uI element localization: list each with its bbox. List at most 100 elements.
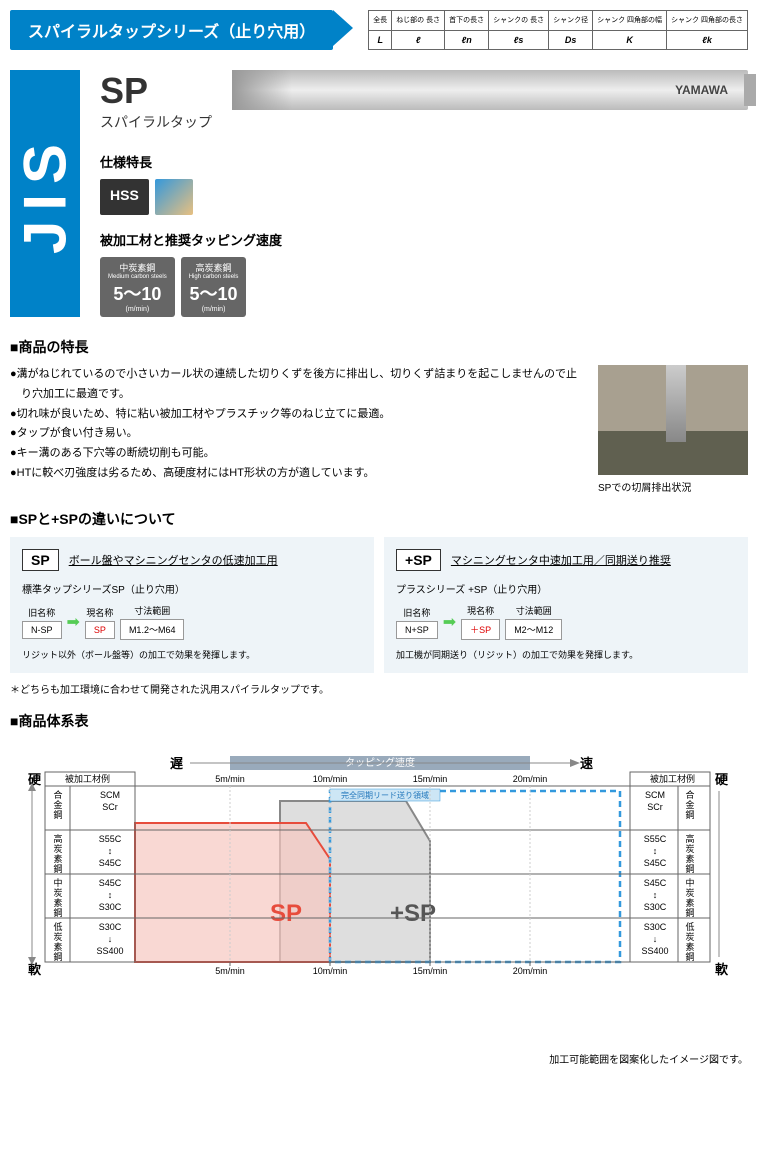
svg-text:炭: 炭 (53, 888, 62, 898)
svg-text:15m/min: 15m/min (413, 774, 448, 784)
spec-col-header: ねじ部の 長さ (392, 11, 445, 31)
arrow-icon: ➡ (443, 612, 456, 632)
svg-text:S30C: S30C (644, 922, 667, 932)
svg-text:炭: 炭 (53, 932, 62, 942)
svg-text:SCr: SCr (647, 802, 663, 812)
compare-box: SP マシニングセンタ中速加工用／同期送り推奨 プラスシリーズ +SP（止り穴用… (384, 537, 748, 673)
svg-text:炭: 炭 (685, 888, 694, 898)
svg-text:SS400: SS400 (641, 946, 668, 956)
svg-text:S45C: S45C (644, 878, 667, 888)
svg-text:素: 素 (685, 941, 694, 952)
speed-row: 中炭素鋼Medium carbon steels5～10(m/min)高炭素鋼H… (100, 257, 748, 317)
spec-col-header: 全長 (369, 11, 392, 31)
speed-heading: 被加工材と推奨タッピング速度 (100, 230, 748, 249)
svg-text:S30C: S30C (99, 922, 122, 932)
spec-col-symbol: ℓn (445, 30, 489, 50)
svg-text:S45C: S45C (644, 858, 667, 868)
spec-heading: 仕様特長 (100, 152, 748, 171)
spec-col-header: シャンクの 長さ (489, 11, 549, 31)
svg-text:合: 合 (685, 789, 694, 800)
svg-text:素: 素 (53, 941, 62, 952)
compare-title: ■SPと+SPの違いについて (10, 509, 748, 529)
spec-col-symbol: ℓs (489, 30, 549, 50)
svg-text:遅: 遅 (170, 756, 183, 771)
svg-text:高: 高 (53, 833, 62, 844)
chart-footnote: 加工可能範囲を図案化したイメージ図です。 (10, 1051, 748, 1066)
hss-badge: HSS (100, 179, 149, 215)
badge-row: HSS (100, 179, 748, 215)
system-chart: タッピング速度遅速硬軟硬軟完全同期リード送り領域SP+SP被加工材例被加工材例合… (10, 741, 748, 1041)
svg-text:SCr: SCr (102, 802, 118, 812)
svg-text:鋼: 鋼 (685, 951, 694, 962)
svg-text:鋼: 鋼 (53, 951, 62, 962)
svg-text:鋼: 鋼 (685, 907, 694, 918)
features-title: ■商品の特長 (10, 337, 748, 357)
svg-text:↓: ↓ (653, 934, 658, 944)
svg-text:炭: 炭 (685, 932, 694, 942)
svg-text:SCM: SCM (100, 790, 120, 800)
compare-note: 加工機が同期送り（リジット）の加工で効果を発揮します。 (396, 648, 736, 661)
svg-text:S30C: S30C (99, 902, 122, 912)
svg-text:鋼: 鋼 (53, 863, 62, 874)
spec-col-symbol: K (593, 30, 667, 50)
compare-box-title: マシニングセンタ中速加工用／同期送り推奨 (451, 552, 671, 568)
spec-symbol-table: 全長ねじ部の 長さ首下の長さシャンクの 長さシャンク径シャンク 四角部の幅シャン… (368, 10, 748, 50)
svg-text:S55C: S55C (644, 834, 667, 844)
speed-box: 中炭素鋼Medium carbon steels5～10(m/min) (100, 257, 175, 317)
svg-text:SS400: SS400 (96, 946, 123, 956)
svg-text:10m/min: 10m/min (313, 774, 348, 784)
series-title: スパイラルタップシリーズ（止り穴用） (10, 10, 333, 50)
compare-footnote: ＊どちらも加工環境に合わせて開発された汎用スパイラルタップです。 (10, 681, 748, 696)
svg-text:10m/min: 10m/min (313, 966, 348, 976)
compare-sub: プラスシリーズ +SP（止り穴用） (396, 581, 736, 596)
feature-item: ●HTに較べ刃強度は劣るため、高硬度材にはHT形状の方が適しています。 (10, 464, 583, 484)
spec-col-header: シャンク 四角部の長さ (667, 11, 748, 31)
svg-text:鋼: 鋼 (53, 907, 62, 918)
jis-label: JIS (10, 70, 80, 317)
chip-photo (598, 365, 748, 475)
svg-text:硬: 硬 (28, 772, 42, 787)
svg-text:20m/min: 20m/min (513, 966, 548, 976)
photo-caption: SPでの切屑排出状況 (598, 479, 748, 494)
svg-text:SP: SP (270, 900, 302, 927)
svg-text:金: 金 (685, 799, 694, 810)
svg-text:合: 合 (53, 789, 62, 800)
svg-text:S30C: S30C (644, 902, 667, 912)
svg-text:速: 速 (580, 756, 593, 771)
svg-text:軟: 軟 (28, 962, 42, 977)
svg-text:完全同期リード送り領域: 完全同期リード送り領域 (341, 790, 429, 800)
svg-text:素: 素 (685, 897, 694, 908)
svg-text:硬: 硬 (715, 772, 729, 787)
svg-text:素: 素 (53, 897, 62, 908)
spec-col-symbol: ℓ (392, 30, 445, 50)
svg-text:金: 金 (53, 799, 62, 810)
compare-sub: 標準タップシリーズSP（止り穴用） (22, 581, 362, 596)
svg-text:素: 素 (53, 853, 62, 864)
header-row: スパイラルタップシリーズ（止り穴用） 全長ねじ部の 長さ首下の長さシャンクの 長… (10, 10, 748, 50)
spec-col-header: 首下の長さ (445, 11, 489, 31)
svg-text:炭: 炭 (685, 844, 694, 854)
svg-text:20m/min: 20m/min (513, 774, 548, 784)
svg-text:鋼: 鋼 (685, 863, 694, 874)
compare-box: SP ボール盤やマシニングセンタの低速加工用 標準タップシリーズSP（止り穴用）… (10, 537, 374, 673)
svg-text:↕: ↕ (108, 890, 113, 900)
arrow-icon: ➡ (67, 612, 80, 632)
spec-col-header: シャンク径 (549, 11, 593, 31)
svg-text:S55C: S55C (99, 834, 122, 844)
svg-text:+SP: +SP (390, 900, 436, 927)
compare-box-title: ボール盤やマシニングセンタの低速加工用 (69, 552, 278, 568)
compare-tag: SP (396, 549, 441, 571)
spec-col-symbol: ℓk (667, 30, 748, 50)
spiral-icon (155, 179, 193, 215)
feature-item: ●タップが食い付き易い。 (10, 424, 583, 444)
svg-text:低: 低 (53, 921, 62, 932)
chart-title: ■商品体系表 (10, 711, 748, 731)
svg-text:素: 素 (685, 853, 694, 864)
svg-text:中: 中 (685, 877, 694, 888)
product-code: SP (100, 70, 212, 112)
svg-text:被加工材例: 被加工材例 (650, 773, 695, 784)
svg-text:5m/min: 5m/min (215, 966, 245, 976)
tap-illustration: YAMAWA (232, 70, 748, 110)
svg-text:↕: ↕ (653, 846, 658, 856)
svg-text:鋼: 鋼 (685, 809, 694, 820)
